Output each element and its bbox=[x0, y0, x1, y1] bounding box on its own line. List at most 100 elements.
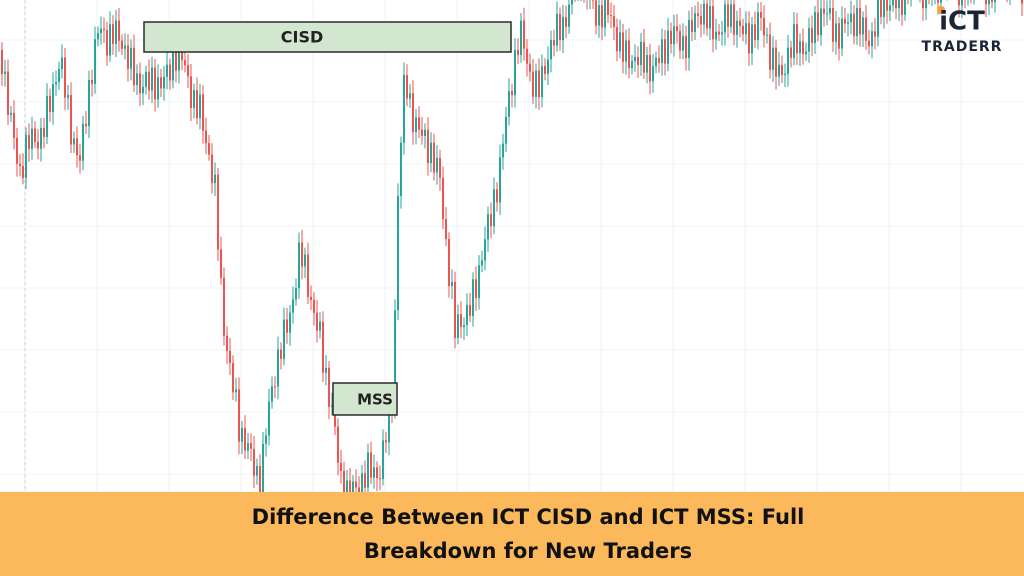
candle-body bbox=[205, 130, 207, 144]
candle-body bbox=[442, 177, 444, 220]
candle-body bbox=[871, 31, 873, 47]
candle-body bbox=[250, 443, 252, 449]
candle-body bbox=[451, 281, 453, 287]
candle-body bbox=[169, 64, 171, 81]
candle-body bbox=[682, 35, 684, 51]
candle-body bbox=[439, 158, 441, 178]
candle-body bbox=[34, 128, 36, 142]
candle-body bbox=[697, 13, 699, 16]
candle-body bbox=[829, 7, 831, 14]
candle-body bbox=[727, 4, 729, 27]
candle-body bbox=[85, 123, 87, 127]
candle-body bbox=[418, 117, 420, 130]
candle-body bbox=[88, 80, 90, 127]
candle-body bbox=[610, 14, 612, 16]
candle-body bbox=[769, 34, 771, 70]
candle-body bbox=[889, 5, 891, 11]
candle-body bbox=[460, 314, 462, 327]
candle-body bbox=[790, 47, 792, 58]
candle-body bbox=[340, 462, 342, 471]
candle-body bbox=[268, 401, 270, 436]
candle-body bbox=[754, 24, 756, 40]
candle-body bbox=[544, 66, 546, 74]
candle-body bbox=[58, 69, 60, 83]
candle-body bbox=[883, 0, 885, 17]
candle-body bbox=[880, 0, 882, 17]
candle-body bbox=[427, 129, 429, 164]
candle-body bbox=[253, 448, 255, 476]
candle-body bbox=[394, 310, 396, 412]
candle-body bbox=[73, 138, 75, 145]
candle-body bbox=[445, 219, 447, 240]
candle-body bbox=[553, 40, 555, 46]
candle-body bbox=[313, 300, 315, 313]
candle-body bbox=[508, 91, 510, 117]
candle-body bbox=[97, 33, 99, 40]
candle-body bbox=[826, 13, 828, 15]
candle-body bbox=[259, 466, 261, 498]
candle-body bbox=[286, 319, 288, 333]
candle-body bbox=[715, 31, 717, 40]
candle-body bbox=[349, 480, 351, 501]
candle-body bbox=[61, 57, 63, 70]
candle-body bbox=[529, 63, 531, 72]
candle-body bbox=[874, 31, 876, 37]
candle-body bbox=[424, 129, 426, 136]
candle-body bbox=[457, 314, 459, 338]
candle-body bbox=[475, 279, 477, 299]
candle-body bbox=[940, 0, 942, 3]
candle-body bbox=[343, 470, 345, 507]
candle-body bbox=[892, 0, 894, 6]
candle-body bbox=[868, 40, 870, 47]
candle-body bbox=[802, 41, 804, 55]
candle-body bbox=[472, 279, 474, 316]
candle-body bbox=[40, 127, 42, 149]
candle-body bbox=[448, 239, 450, 287]
candle-body bbox=[550, 40, 552, 60]
candle-body bbox=[388, 398, 390, 443]
candle-body bbox=[376, 467, 378, 478]
candle-body bbox=[895, 0, 897, 9]
candle-body bbox=[532, 71, 534, 97]
candle-body bbox=[685, 35, 687, 59]
candle-body bbox=[922, 0, 924, 9]
candle-body bbox=[559, 14, 561, 41]
candle-body bbox=[295, 288, 297, 300]
candle-body bbox=[961, 0, 963, 6]
candle-body bbox=[712, 6, 714, 40]
candle-body bbox=[400, 142, 402, 196]
candle-body bbox=[94, 39, 96, 84]
candle-body bbox=[406, 75, 408, 99]
candle-body bbox=[784, 73, 786, 76]
candle-body bbox=[64, 57, 66, 98]
candle-body bbox=[904, 0, 906, 15]
cisd-box bbox=[143, 21, 512, 53]
candle-body bbox=[292, 299, 294, 313]
candle-body bbox=[13, 113, 15, 138]
candle-body bbox=[661, 39, 663, 63]
candle-body bbox=[862, 17, 864, 35]
candle-body bbox=[571, 0, 573, 5]
candle-body bbox=[994, 0, 996, 3]
candle-body bbox=[28, 134, 30, 149]
candle-body bbox=[664, 39, 666, 64]
candle-body bbox=[562, 16, 564, 41]
candle-body bbox=[466, 304, 468, 326]
candle-body bbox=[271, 386, 273, 402]
candle-body bbox=[55, 82, 57, 85]
candle-body bbox=[511, 91, 513, 96]
candle-body bbox=[811, 28, 813, 43]
candle-body bbox=[148, 71, 150, 91]
candle-body bbox=[16, 137, 18, 164]
candle-body bbox=[613, 15, 615, 28]
candle-body bbox=[4, 71, 6, 74]
candle-body bbox=[160, 77, 162, 89]
candle-body bbox=[628, 40, 630, 68]
candle-body bbox=[877, 0, 879, 37]
candle-body bbox=[901, 0, 903, 15]
candle-body bbox=[217, 174, 219, 250]
candle-body bbox=[310, 296, 312, 301]
candle-body bbox=[865, 17, 867, 41]
candle-body bbox=[505, 116, 507, 144]
